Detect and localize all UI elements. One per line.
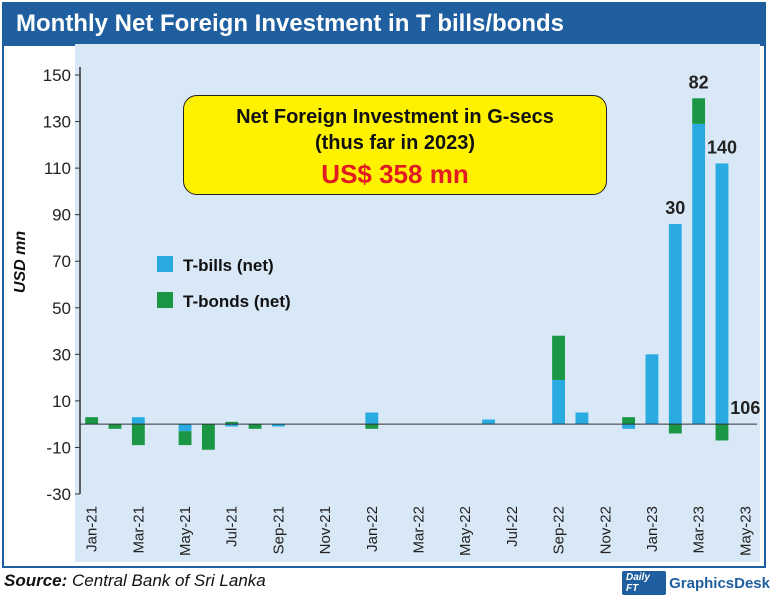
x-tick-label: Sep-22 [551, 506, 568, 554]
y-tick-label: 90 [52, 206, 71, 225]
x-tick-label: Mar-21 [130, 506, 147, 554]
y-tick-label: 130 [43, 113, 71, 132]
callout-value: US$ 358 mn [321, 159, 469, 189]
y-tick-label: 70 [52, 252, 71, 271]
data-label: 82 [689, 72, 709, 92]
x-tick-label: May-22 [457, 506, 474, 556]
graphics-desk-label: GraphicsDesk [669, 574, 770, 592]
tbonds-bar-jan-21 [85, 417, 99, 425]
tbonds-bar-jul-21 [225, 421, 239, 425]
x-tick-label: May-21 [177, 506, 194, 556]
summary-callout: Net Foreign Investment in G-secs (thus f… [183, 95, 607, 195]
data-label: 106 [730, 398, 760, 418]
tbills-bar-jan-22 [365, 412, 379, 425]
x-tick-label: Jan-23 [644, 506, 661, 552]
tbills-bar-dec-22 [622, 424, 636, 429]
tbonds-bar-apr-23 [715, 424, 729, 441]
dailyft-logo: Daily FT [622, 571, 667, 595]
tbonds-bar-jan-22 [365, 424, 379, 429]
tbonds-bar-may-21 [178, 431, 192, 446]
tbills-bar-jun-22 [482, 419, 495, 425]
labels-group: 30 82 140 106 [665, 72, 760, 418]
y-tick-label: 50 [52, 299, 71, 318]
tbonds-bar-mar-21 [131, 424, 145, 446]
y-tick-label: 110 [44, 159, 71, 178]
tbills-legend-label: T-bills (net) [183, 256, 274, 275]
tbonds-bar-jun-21 [201, 424, 215, 450]
tbonds-bar-aug-21 [248, 424, 262, 429]
tbills-bar-apr-23 [715, 163, 729, 425]
tbonds-bar-feb-21 [108, 424, 122, 429]
x-tick-label: May-23 [737, 506, 754, 556]
tbills-bar-sep-21 [272, 424, 285, 427]
tbills-bar-jul-21 [225, 424, 239, 427]
tbills-bar-feb-23 [668, 223, 682, 425]
x-tick-label: Jan-22 [364, 506, 381, 552]
callout-heading: Net Foreign Investment in G-secs [236, 106, 554, 128]
data-label: 30 [665, 198, 685, 218]
y-tick-label: -30 [46, 485, 71, 504]
x-tick-label: Jul-22 [504, 506, 521, 547]
tbonds-bar-sep-22 [552, 335, 565, 380]
title-bar: Monthly Net Foreign Investment in T bill… [4, 4, 764, 46]
source-text: Central Bank of Sri Lanka [72, 571, 266, 590]
tbills-bar-sep-22 [552, 379, 565, 425]
tbills-bar-jan-23 [645, 354, 659, 425]
x-tick-label: Nov-22 [597, 506, 614, 554]
x-tick-label: Mar-23 [691, 506, 708, 554]
y-tick-label: -10 [46, 438, 71, 457]
y-axis-title: USD mn [12, 231, 29, 293]
tbills-bar-mar-23 [692, 123, 706, 425]
tbills-bar-oct-22 [575, 412, 589, 425]
y-tick-label: 30 [52, 345, 71, 364]
bars-group [85, 98, 729, 450]
y-tick-label: 150 [43, 66, 71, 85]
tbills-legend-swatch [157, 256, 173, 272]
x-tick-label: Jul-21 [224, 506, 241, 547]
credit: Daily FT GraphicsDesk [622, 571, 770, 595]
data-label: 140 [707, 137, 737, 157]
legend-group: T-bills (net) T-bonds (net) [157, 256, 291, 311]
tbills-bar-may-21 [178, 424, 192, 432]
y-tick-label: 10 [52, 392, 71, 411]
tbonds-legend-swatch [157, 292, 173, 308]
tbonds-legend-label: T-bonds (net) [183, 292, 291, 311]
tbonds-bar-mar-23 [692, 98, 706, 124]
tbonds-bar-feb-23 [668, 424, 682, 434]
x-tick-label: Sep-21 [270, 506, 287, 554]
chart-title: Monthly Net Foreign Investment in T bill… [16, 10, 565, 37]
tbonds-bar-dec-22 [622, 417, 636, 425]
source-note: Source: Central Bank of Sri Lanka [4, 571, 266, 591]
tbills-bar-mar-21 [131, 417, 145, 425]
source-label: Source: [4, 571, 68, 590]
axes-group: 150 130 110 90 70 50 30 10 -10 -30 USD mn Jan-21 Mar… [12, 66, 757, 556]
x-tick-label: Jan-21 [84, 506, 101, 552]
x-tick-label: Mar-22 [411, 506, 428, 554]
x-tick-label: Nov-21 [317, 506, 334, 554]
callout-subheading: (thus far in 2023) [314, 132, 476, 154]
